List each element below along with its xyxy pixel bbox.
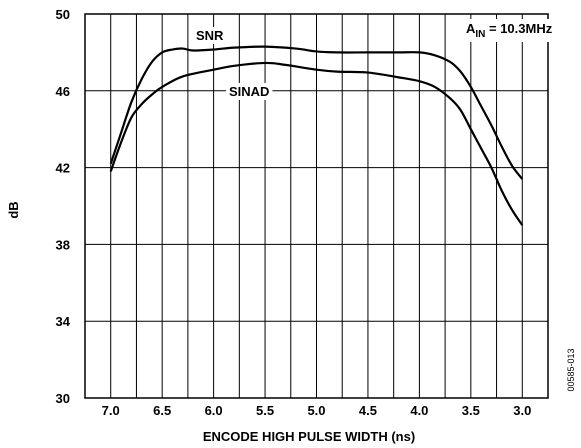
annotation-main: A — [466, 21, 476, 36]
annotation-sub: IN — [475, 29, 485, 40]
x-axis-title: ENCODE HIGH PULSE WIDTH (ns) — [203, 429, 415, 444]
x-tick-label: 5.0 — [307, 403, 325, 418]
series-label-snr-background — [193, 27, 228, 44]
x-tick-label: 4.5 — [359, 403, 377, 418]
series-label-sinad: SINAD — [229, 84, 269, 99]
series-label-snr: SNR — [196, 28, 224, 43]
annotation: AIN = 10.3MHz — [466, 21, 553, 40]
figure-code: 00585-013 — [566, 348, 576, 391]
x-tick-label: 5.5 — [256, 403, 274, 418]
y-tick-label: 34 — [56, 314, 71, 329]
series-line-sinad — [109, 61, 524, 226]
annotation-background — [462, 19, 557, 42]
annotation-rest: = 10.3MHz — [485, 21, 552, 36]
tick-labels: 7.0 6.5 6.0 5.5 5.0 4.5 4.0 3.5 3.0 30 34 38 42 46 50 — [56, 7, 532, 418]
y-tick-label: 46 — [56, 84, 70, 99]
x-tick-label: 3.0 — [513, 403, 531, 418]
x-tick-label: 6.5 — [153, 403, 171, 418]
grid — [84, 13, 549, 399]
y-tick-label: 38 — [56, 237, 70, 252]
x-tick-label: 6.0 — [205, 403, 223, 418]
x-tick-label: 7.0 — [102, 403, 120, 418]
x-tick-label: 4.0 — [410, 403, 428, 418]
series-label-sinad-background — [226, 83, 273, 100]
series-layer — [109, 45, 524, 226]
y-tick-label: 50 — [56, 7, 70, 22]
series-line-snr — [109, 45, 524, 180]
y-tick-label: 42 — [56, 161, 70, 176]
y-axis-title: dB — [6, 201, 21, 218]
plot-frame — [84, 13, 549, 399]
x-tick-label: 3.5 — [462, 403, 480, 418]
y-tick-label: 30 — [56, 391, 70, 406]
